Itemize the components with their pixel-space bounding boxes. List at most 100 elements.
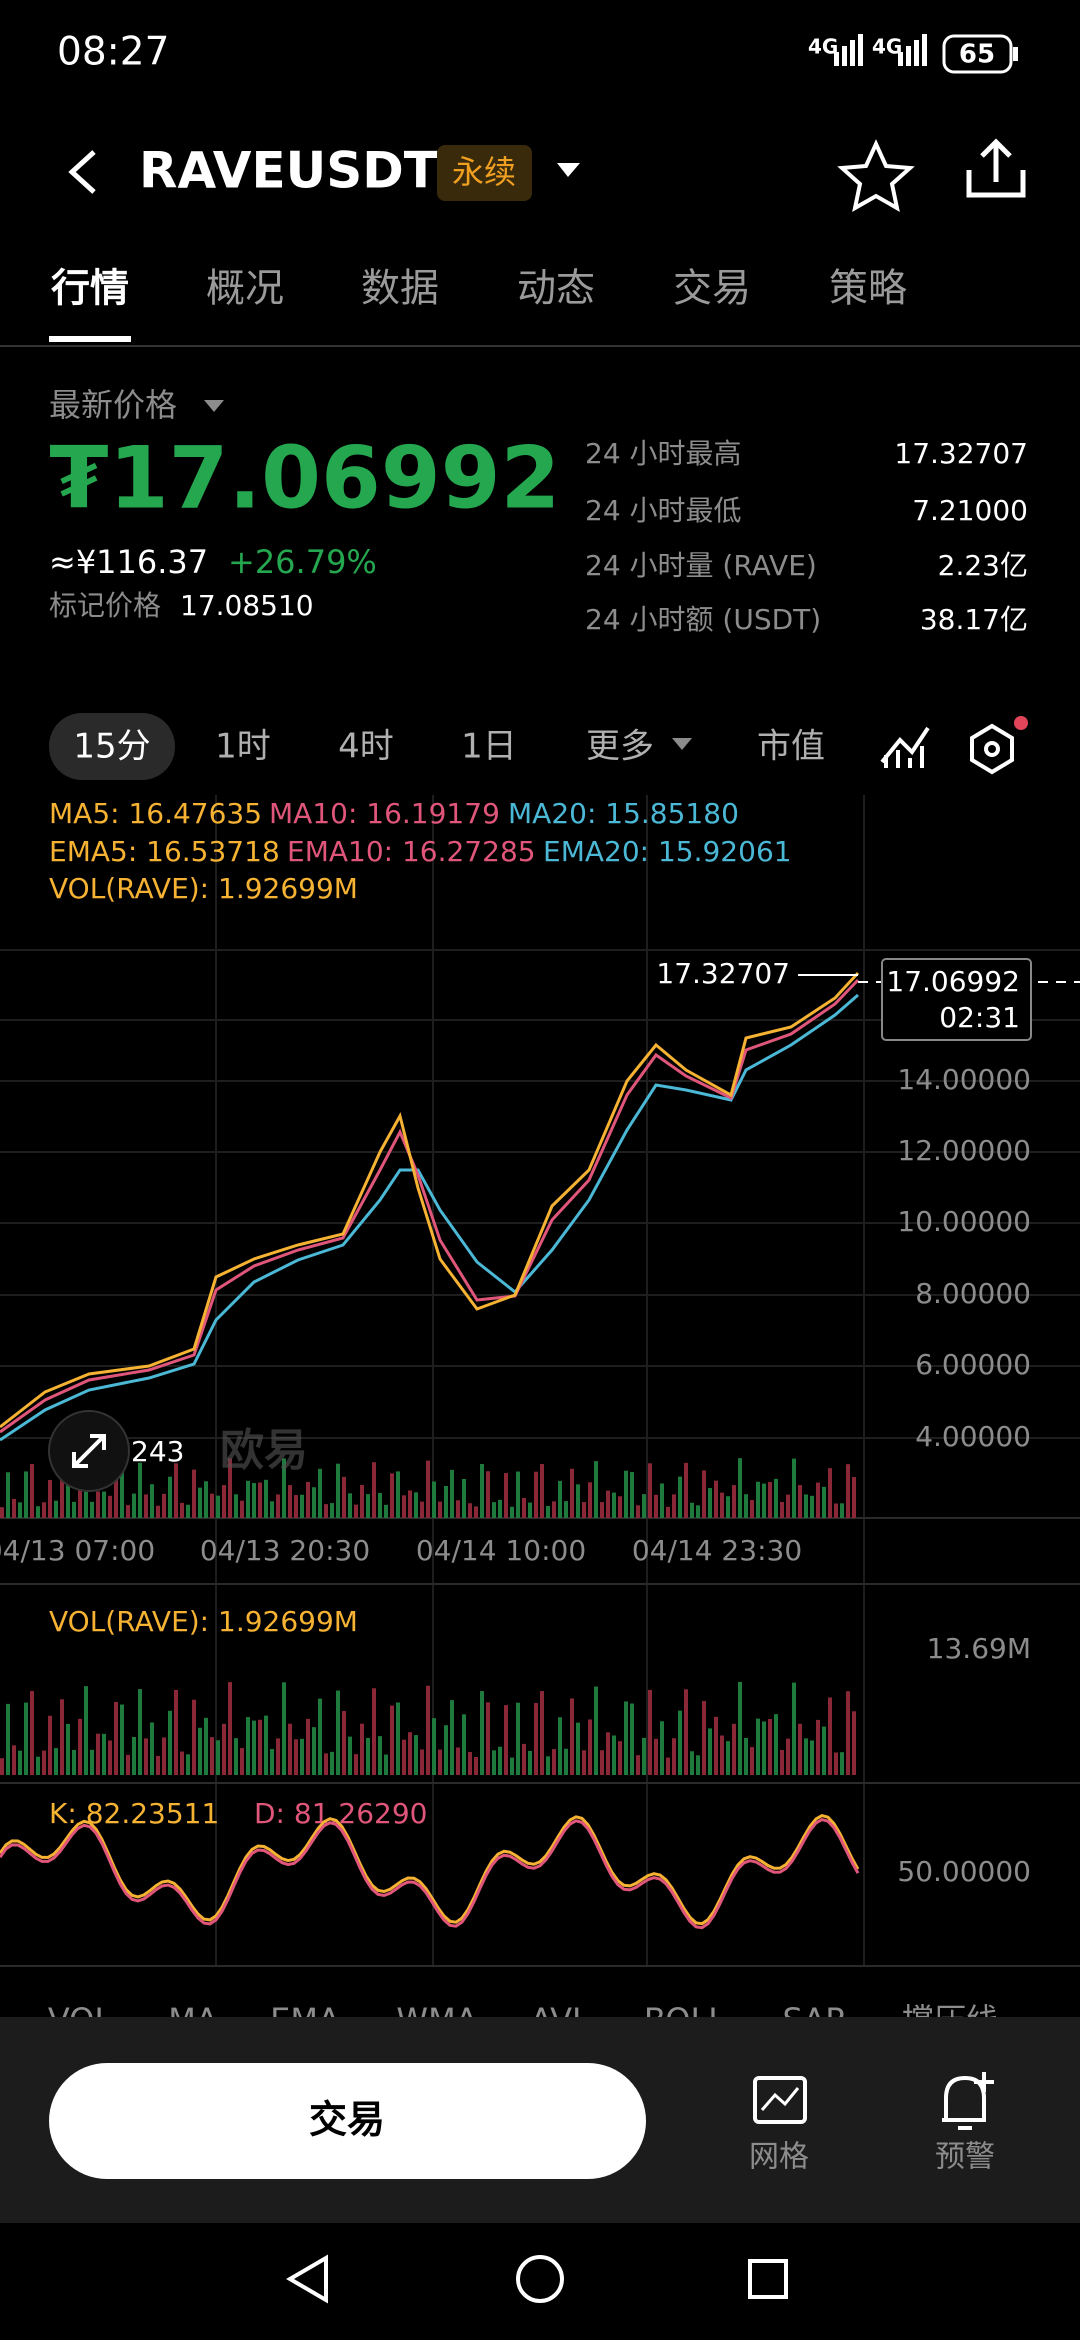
volume-bar — [234, 1494, 238, 1518]
interval[interactable]: 4时 — [338, 727, 394, 767]
back-button[interactable] — [68, 150, 96, 194]
volume-bar — [672, 1738, 676, 1775]
trade-button-label: 交易 — [309, 2098, 385, 2142]
trade-button[interactable] — [49, 2063, 646, 2179]
volume-bar — [240, 1500, 244, 1518]
volume-bar — [762, 1483, 766, 1518]
stat-value: 2.23亿 — [938, 549, 1028, 582]
volume-bar — [810, 1740, 814, 1775]
volume-bar — [228, 1682, 232, 1775]
volume-bar — [258, 1719, 262, 1775]
volume-bar — [804, 1738, 808, 1775]
volume-bar — [276, 1494, 280, 1518]
volume-bar — [516, 1702, 520, 1775]
volume-bar — [498, 1499, 502, 1518]
symbol[interactable]: RAVEUSDT — [139, 142, 438, 200]
volume-bar — [450, 1700, 454, 1775]
nav-back[interactable] — [286, 2254, 328, 2304]
price-label: 最新价格 — [49, 386, 177, 424]
volume-bar — [180, 1502, 184, 1518]
volume-bar — [552, 1749, 556, 1775]
volume-bar — [354, 1754, 358, 1775]
volume-bar — [312, 1727, 316, 1775]
volume-bar — [294, 1739, 298, 1775]
volume-bar — [840, 1752, 844, 1775]
volume-bar — [78, 1481, 82, 1518]
nav-home[interactable] — [516, 2255, 564, 2303]
volume-bar — [594, 1686, 598, 1775]
share-button[interactable] — [966, 138, 1026, 198]
volume-bar — [486, 1702, 490, 1775]
badge — [437, 145, 532, 201]
nav-recent[interactable] — [748, 2259, 788, 2299]
alert-icon[interactable] — [942, 2075, 986, 2130]
volume-bar — [372, 1462, 376, 1518]
volume-bar — [504, 1705, 508, 1775]
grid-icon[interactable] — [753, 2076, 807, 2124]
zoom-count: 243 — [131, 1435, 184, 1468]
dropdown[interactable] — [204, 400, 224, 412]
volume-bar — [378, 1493, 382, 1518]
ema-label: EMA5: 16.53718 — [49, 835, 280, 868]
price-tag — [881, 958, 1032, 1041]
volume-bar — [480, 1691, 484, 1775]
volume-bar — [204, 1481, 208, 1518]
volume-bar — [120, 1472, 124, 1518]
volume-bar — [642, 1737, 646, 1775]
volume-bar — [348, 1493, 352, 1518]
volume-bar — [804, 1494, 808, 1518]
volume-bar — [846, 1464, 850, 1518]
alert-label: 预警 — [935, 2140, 995, 2175]
interval[interactable]: 15分 — [73, 727, 150, 767]
volume-bar — [186, 1754, 190, 1775]
stat-value: 7.21000 — [912, 494, 1028, 527]
volume-bar — [360, 1485, 364, 1518]
tab[interactable]: 动态 — [517, 267, 595, 312]
volume-bar — [612, 1492, 616, 1518]
volume-bar — [636, 1505, 640, 1518]
volume-bar — [534, 1471, 538, 1518]
tab[interactable]: 策略 — [829, 267, 907, 312]
volume-bar — [306, 1481, 310, 1518]
volume-bar — [828, 1697, 832, 1775]
dropdown[interactable] — [672, 738, 692, 750]
network: 4G — [872, 35, 902, 59]
volume-bar — [702, 1700, 706, 1775]
volume-bar — [450, 1469, 454, 1518]
volume-bar — [810, 1495, 814, 1518]
volume-bar — [240, 1748, 244, 1775]
volume-bar — [822, 1486, 826, 1518]
interval[interactable]: 更多 — [586, 727, 654, 767]
volume-bar — [354, 1504, 358, 1518]
draw-tool-button[interactable] — [880, 726, 930, 768]
tab[interactable]: 交易 — [673, 267, 751, 312]
last-price: ₮17.06992 — [49, 428, 560, 528]
tab[interactable]: 概况 — [206, 267, 284, 312]
volume-bar — [84, 1686, 88, 1775]
interval[interactable]: 1日 — [461, 727, 517, 767]
volume-bar — [666, 1757, 670, 1775]
tab[interactable]: 数据 — [361, 267, 439, 312]
kdj-level: 50.00000 — [897, 1855, 1031, 1888]
volume-bar — [246, 1717, 250, 1775]
settings-button[interactable] — [970, 723, 1014, 775]
volume-bar — [324, 1753, 328, 1775]
volume-bar — [360, 1723, 364, 1775]
volume-bar — [384, 1754, 388, 1775]
ema-label: EMA20: 15.92061 — [543, 835, 792, 868]
volume-bar — [834, 1503, 838, 1518]
volume-bar — [744, 1737, 748, 1775]
interval[interactable]: 1时 — [215, 727, 271, 767]
volume-bar — [516, 1471, 520, 1518]
volume-bar — [570, 1468, 574, 1518]
volume-bar — [588, 1719, 592, 1775]
dropdown[interactable] — [557, 163, 580, 177]
volume-bar — [546, 1506, 550, 1518]
volume-bar — [96, 1491, 100, 1518]
volume-bar — [90, 1749, 94, 1775]
volume-bar — [522, 1743, 526, 1775]
favorite-button[interactable] — [837, 139, 915, 212]
tab[interactable]: 行情 — [51, 267, 129, 312]
interval[interactable]: 市值 — [757, 727, 825, 767]
volume-bar — [72, 1501, 76, 1518]
